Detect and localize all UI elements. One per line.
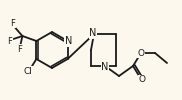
- Text: Cl: Cl: [24, 66, 33, 76]
- Text: F: F: [10, 18, 15, 28]
- Text: F: F: [7, 36, 12, 46]
- Text: N: N: [89, 28, 97, 38]
- Text: O: O: [139, 76, 145, 84]
- Text: N: N: [65, 36, 72, 46]
- Text: O: O: [137, 48, 145, 58]
- Text: N: N: [101, 62, 109, 72]
- Text: F: F: [17, 44, 22, 54]
